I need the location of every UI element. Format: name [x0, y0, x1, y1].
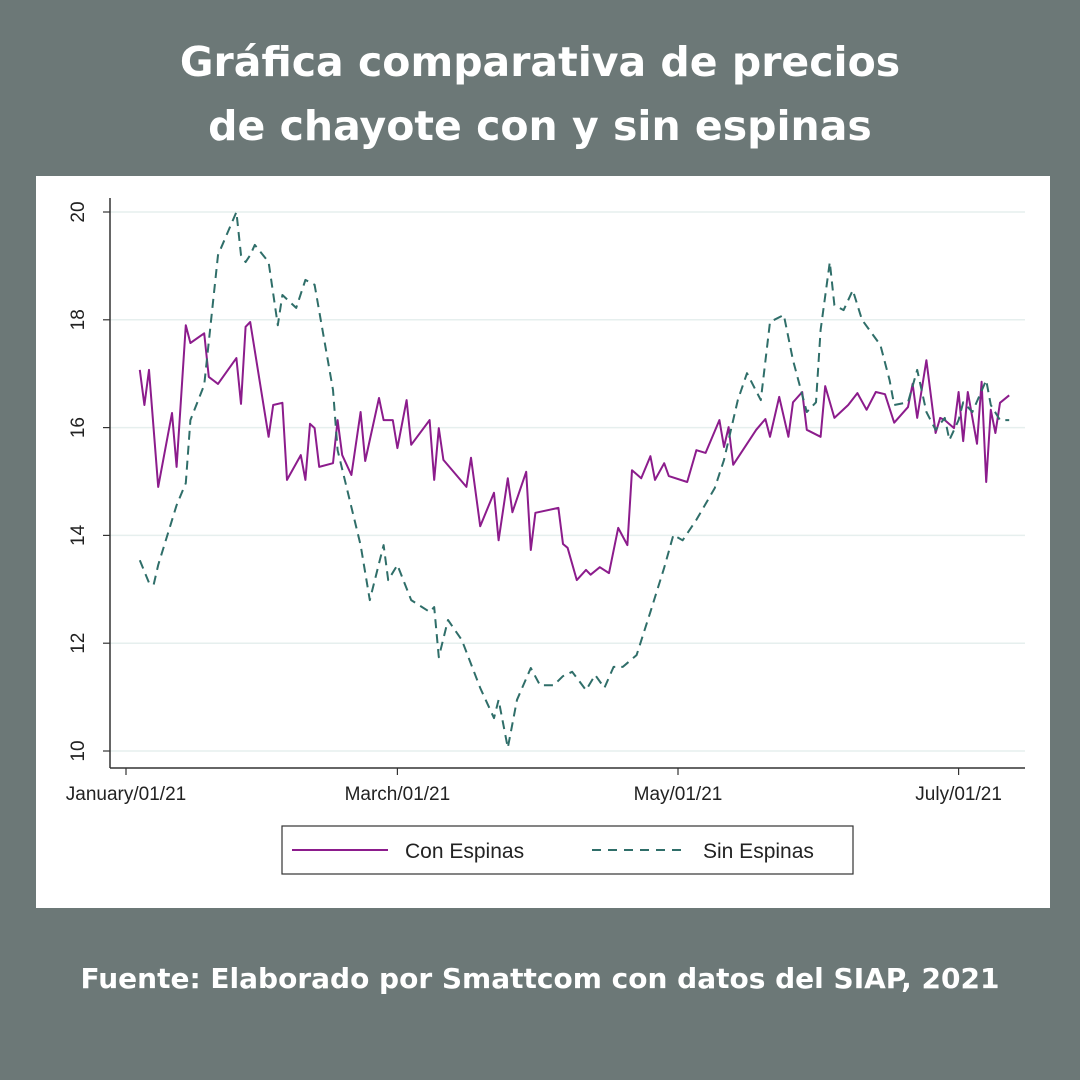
- legend: Con Espinas Sin Espinas: [281, 825, 854, 875]
- x-tick-label-3: July/01/21: [915, 784, 1002, 805]
- title-line-1: Gráfica comparativa de precios: [179, 38, 901, 86]
- legend-label-con-espinas: Con Espinas: [405, 840, 524, 863]
- chart-panel: [36, 176, 1050, 908]
- x-tick-label-0: January/01/21: [66, 784, 186, 805]
- page-title: Gráfica comparativa de precios de chayot…: [0, 30, 1080, 158]
- source-footer: Fuente: Elaborado por Smattcom con datos…: [80, 962, 1000, 995]
- y-tick-label-14: 14: [68, 524, 89, 546]
- series-line-sin-espinas: [138, 211, 1010, 749]
- y-tick-label-16: 16: [68, 417, 89, 438]
- y-tick-label-18: 18: [68, 309, 89, 330]
- series-group: [138, 211, 1010, 749]
- series-line-con-espinas: [138, 321, 1010, 582]
- y-tick-label-10: 10: [68, 740, 89, 761]
- y-tick-label-12: 12: [68, 633, 89, 654]
- y-tick-label-20: 20: [68, 201, 89, 222]
- x-tick-label-2: May/01/21: [634, 784, 723, 805]
- axes: 10 12 14 16 18 20 January/01/21 March/01/21 May/…: [66, 198, 1025, 805]
- gridlines: [110, 211, 1025, 752]
- legend-label-sin-espinas: Sin Espinas: [703, 840, 814, 863]
- x-tick-label-1: March/01/21: [345, 784, 451, 805]
- title-line-2: de chayote con y sin espinas: [208, 102, 872, 150]
